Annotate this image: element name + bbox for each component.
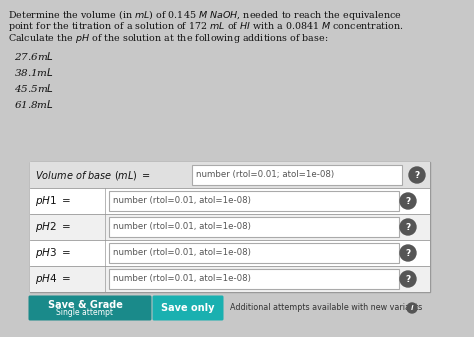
Text: ?: ? bbox=[405, 223, 410, 232]
Text: $\mathit{pH}4$ $=$: $\mathit{pH}4$ $=$ bbox=[35, 272, 71, 286]
Bar bbox=[30, 266, 430, 292]
Text: Save & Grade: Save & Grade bbox=[47, 300, 122, 309]
Text: number (rtol=0.01, atol=1e-08): number (rtol=0.01, atol=1e-08) bbox=[113, 196, 251, 206]
Text: ?: ? bbox=[405, 197, 410, 206]
Text: number (rtol=0.01, atol=1e-08): number (rtol=0.01, atol=1e-08) bbox=[113, 248, 251, 257]
Text: $\mathit{Volume\ of\ base}$ $(mL)$ $=$: $\mathit{Volume\ of\ base}$ $(mL)$ $=$ bbox=[35, 168, 151, 182]
Bar bbox=[30, 162, 430, 188]
Text: 45.5m$L$: 45.5m$L$ bbox=[14, 82, 54, 94]
Text: Save only: Save only bbox=[161, 303, 215, 313]
Bar bbox=[30, 214, 430, 240]
Text: 38.1m$L$: 38.1m$L$ bbox=[14, 66, 54, 78]
Text: ?: ? bbox=[405, 249, 410, 258]
Text: Calculate the $pH$ of the solution at the following additions of base:: Calculate the $pH$ of the solution at th… bbox=[8, 32, 328, 45]
Text: ?: ? bbox=[405, 275, 410, 284]
Text: ?: ? bbox=[414, 171, 419, 180]
Bar bbox=[109, 243, 399, 263]
Bar bbox=[30, 240, 430, 266]
Text: $\mathit{pH}2$ $=$: $\mathit{pH}2$ $=$ bbox=[35, 220, 71, 234]
Circle shape bbox=[407, 303, 417, 313]
Bar bbox=[109, 269, 399, 289]
Text: number (rtol=0.01, atol=1e-08): number (rtol=0.01, atol=1e-08) bbox=[113, 275, 251, 283]
Text: point for the titration of a solution of 172 $mL$ of $HI$ with a 0.0841 $M$ conc: point for the titration of a solution of… bbox=[8, 20, 404, 33]
Circle shape bbox=[400, 271, 416, 287]
Bar bbox=[109, 191, 399, 211]
Text: i: i bbox=[411, 306, 413, 311]
Text: Additional attempts available with new variants: Additional attempts available with new v… bbox=[230, 304, 422, 312]
Text: number (rtol=0.01; atol=1e-08): number (rtol=0.01; atol=1e-08) bbox=[196, 171, 334, 180]
FancyBboxPatch shape bbox=[153, 296, 224, 320]
Text: 61.8m$L$: 61.8m$L$ bbox=[14, 98, 54, 110]
Circle shape bbox=[400, 219, 416, 235]
Bar bbox=[30, 188, 430, 214]
Text: number (rtol=0.01, atol=1e-08): number (rtol=0.01, atol=1e-08) bbox=[113, 222, 251, 232]
Bar bbox=[30, 162, 430, 292]
Text: $\mathit{pH}1$ $=$: $\mathit{pH}1$ $=$ bbox=[35, 194, 71, 208]
Text: 27.6m$L$: 27.6m$L$ bbox=[14, 50, 54, 62]
Text: Determine the volume (in $mL$) of 0.145 $M$ $NaOH$, needed to reach the equivale: Determine the volume (in $mL$) of 0.145 … bbox=[8, 8, 401, 22]
Bar bbox=[192, 165, 402, 185]
Circle shape bbox=[409, 167, 425, 183]
FancyBboxPatch shape bbox=[28, 296, 152, 320]
Circle shape bbox=[400, 193, 416, 209]
Bar bbox=[109, 217, 399, 237]
Circle shape bbox=[400, 245, 416, 261]
Text: $\mathit{pH}3$ $=$: $\mathit{pH}3$ $=$ bbox=[35, 246, 71, 260]
Text: Single attempt: Single attempt bbox=[56, 308, 113, 317]
